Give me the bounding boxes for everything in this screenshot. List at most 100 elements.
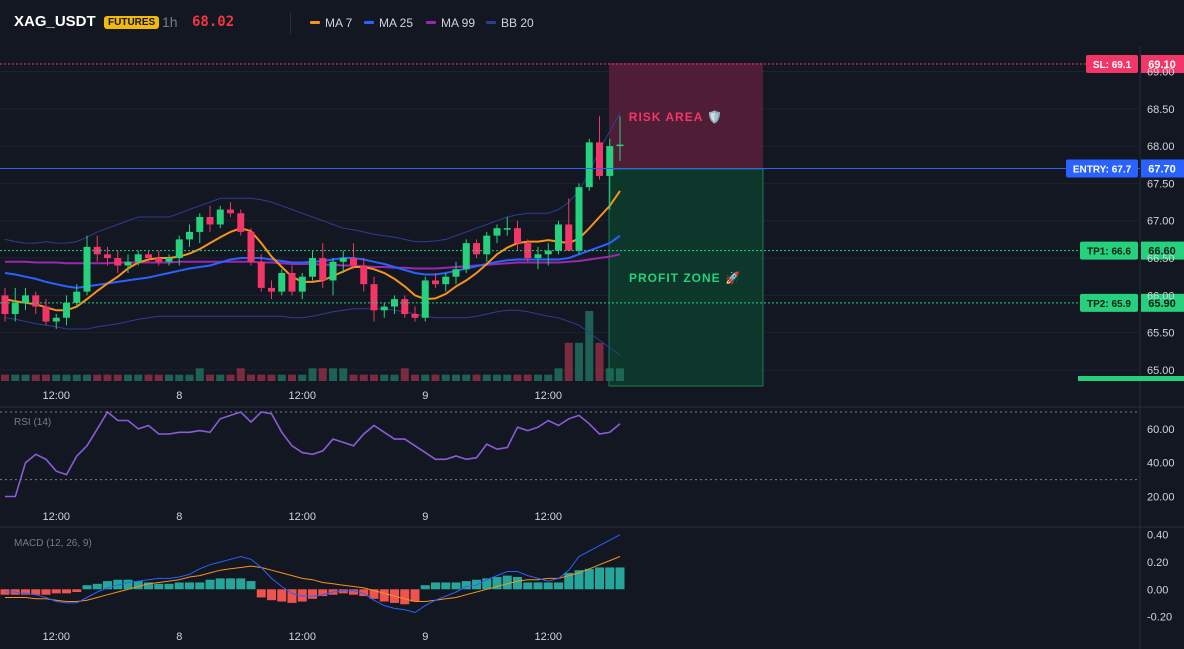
macd-histogram-bar [605,567,615,590]
candle-body [216,209,224,225]
volume-bar [267,374,276,381]
symbol-name[interactable]: XAG_USDT [14,13,96,30]
volume-bar [534,374,542,381]
volume-bar [185,374,194,381]
candle-body [596,142,603,176]
volume-bar [52,374,61,381]
time-axis-rsi: 12:00 8 12:00 9 12:00 [42,511,562,523]
macd-histogram-bar [318,589,328,597]
interval-selector[interactable]: 1h [162,14,178,30]
volume-bar [72,374,81,381]
candle-body [257,261,265,288]
candle-body [1,295,9,315]
macd-histogram-bar [123,579,133,590]
candle-body [22,295,29,303]
entry-price-tag [1141,159,1184,178]
volume-bar [554,368,563,381]
volume-bar [216,374,225,381]
macd-histogram-bar [205,579,215,590]
time-tick-label: 8 [176,390,182,402]
volume-bar [523,374,532,381]
macd-histogram-bar [533,582,543,590]
time-tick-label: 9 [422,390,428,402]
profit-zone-label: PROFIT ZONE 🚀 [629,271,741,285]
volume-bar [441,374,450,381]
candle-body [134,254,142,262]
macd-tick-label: 0.20 [1147,557,1168,569]
candle-body [298,276,306,292]
macd-histogram-bar [574,570,584,590]
candle-body [124,261,132,266]
legend-ma7-swatch [310,21,320,25]
candle-body [565,224,573,251]
volume-bar [513,374,522,381]
macd-title: MACD (12, 26, 9) [14,538,92,549]
macd-histogram-bar [379,589,389,602]
macd-histogram-bar [72,589,82,592]
candle-body [288,272,296,292]
candle-body [186,231,193,240]
candle-body [73,291,81,303]
time-tick-label: 9 [422,631,428,643]
macd-histogram-bar [246,581,256,590]
candle-body [175,239,183,259]
sl-tag [1086,55,1138,73]
macd-histogram-bar [554,582,563,590]
macd-histogram-bar [451,582,461,590]
macd-histogram-bar [420,585,430,590]
candle-body [452,269,460,277]
legend-ma25[interactable]: MA 25 [364,16,413,30]
entry-tag [1066,159,1138,178]
candle-body [606,146,614,176]
candle-body [555,224,562,251]
time-tick-label: 12:00 [288,511,316,523]
tp2-tag-label: TP2: 65.9 [1087,299,1131,310]
volume-bar [124,374,132,381]
macd-histogram-bar [369,589,379,599]
volume-bar [1,374,9,381]
futures-badge: FUTURES [104,16,160,29]
volume-bar [400,368,409,381]
risk-zone-label: RISK AREA 🛡️ [629,110,723,124]
volume-bar [359,374,368,381]
volume-bar [288,374,296,381]
candle-body [401,299,409,315]
candle-body [544,250,552,255]
macd-signal-line [5,556,621,602]
macd-histogram-bar [185,582,194,590]
profit-target-bar [1078,376,1184,381]
volume-bar [144,374,153,381]
volume-bar [503,374,512,381]
candle-body [309,258,316,277]
candle-body [483,235,491,255]
time-tick-label: 12:00 [288,631,316,643]
time-tick-label: 12:00 [42,631,70,643]
tp1-tag-label: TP1: 66.6 [1087,247,1131,258]
candle-body [339,258,347,262]
candle-body [350,258,357,266]
legend-ma7[interactable]: MA 7 [310,16,352,30]
volume-bar [411,374,419,381]
macd-histogram-bar [215,578,225,590]
time-tick-label: 12:00 [42,511,70,523]
legend-ma99-swatch [426,21,436,25]
volume-bar [257,374,266,381]
legend-ma99[interactable]: MA 99 [426,16,475,30]
volume-bar [329,368,337,381]
legend-bb20[interactable]: BB 20 [486,16,534,30]
macd-histogram-bar [461,581,471,590]
candle-body [278,272,286,292]
chart-header: XAG_USDT FUTURES 1h 68.02 MA 7 MA 25 MA … [0,0,1184,46]
macd-histogram-bar [236,578,246,590]
macd-histogram-bar [154,583,164,590]
volume-bar [462,374,471,381]
volume-bar [236,368,245,381]
rsi-title: RSI (14) [14,417,51,428]
macd-histogram-bar [472,579,481,590]
macd-histogram-bar [31,589,41,595]
price-tick-label: 67.00 [1147,216,1175,228]
trade-levels: SL: 69.1 69.10 ENTRY: 67.7 67.70 TP1: 66.6 66… [0,55,1184,381]
macd-histogram-bar [226,578,235,590]
time-axis-macd: 12:00 8 12:00 9 12:00 [42,631,562,643]
